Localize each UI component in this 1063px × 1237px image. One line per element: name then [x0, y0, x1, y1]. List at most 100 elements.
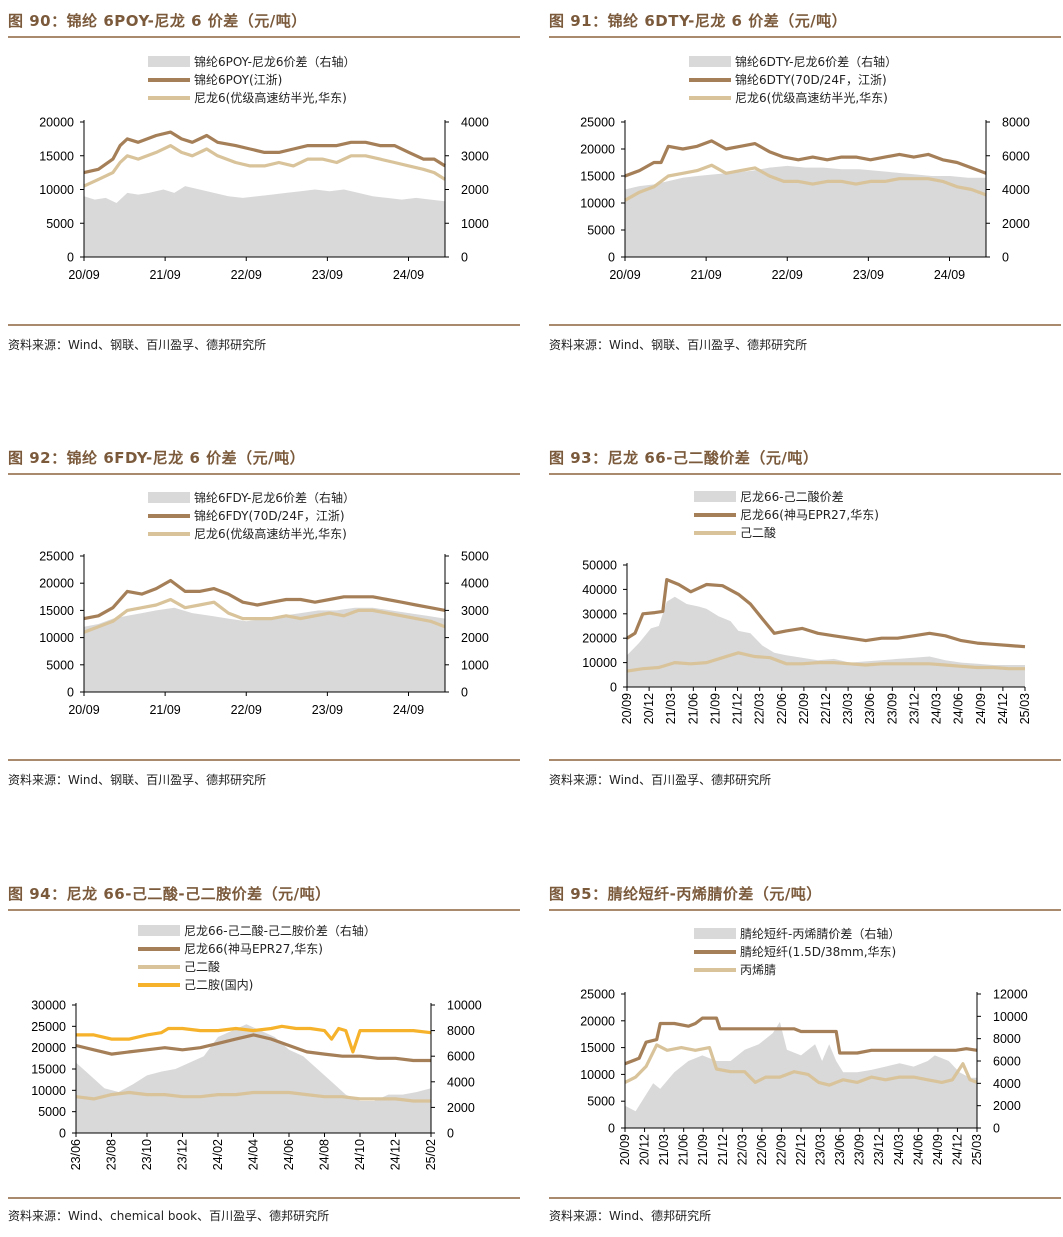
legend-label: 尼龙66(神马EPR27,华东) — [184, 942, 323, 956]
y-tick-label: 20000 — [582, 632, 617, 646]
x-tick-label: 24/12 — [950, 1134, 964, 1165]
y-tick-label: 0 — [67, 251, 74, 265]
legend-label: 尼龙66(神马EPR27,华东) — [740, 508, 879, 522]
y2-tick-label: 8000 — [993, 1032, 1021, 1046]
series-line — [624, 163, 987, 202]
x-tick-label: 23/12 — [907, 693, 921, 724]
legend-label: 尼龙6(优级高速纺半光,华东) — [194, 90, 347, 105]
series-line — [624, 139, 987, 178]
y-tick-label: 0 — [608, 1122, 615, 1136]
title-rule — [549, 473, 1061, 475]
legend-label: 锦纶6DTY(70D/24F，江浙) — [735, 73, 887, 87]
y-tick-label: 50000 — [582, 559, 617, 573]
x-tick-label: 22/09 — [231, 268, 262, 282]
y2-tick-label: 3000 — [461, 149, 489, 163]
y-tick-label: 0 — [608, 251, 615, 265]
y-tick-label: 30000 — [31, 999, 66, 1013]
series-area — [84, 186, 445, 257]
y2-tick-label: 6000 — [993, 1055, 1021, 1069]
bottom-rule — [8, 1197, 520, 1199]
x-tick-label: 24/08 — [318, 1139, 332, 1170]
legend-swatch — [689, 56, 731, 67]
x-tick-label: 23/06 — [69, 1139, 83, 1170]
y2-tick-label: 2000 — [1002, 217, 1030, 231]
series-area — [84, 607, 445, 692]
legend-label: 锦纶6POY-尼龙6价差（右轴） — [194, 54, 356, 69]
series-area — [76, 1024, 431, 1133]
x-tick-label: 25/03 — [970, 1134, 984, 1165]
y2-tick-label: 0 — [461, 251, 468, 265]
legend-label: 尼龙6(优级高速纺半光,华东) — [735, 90, 888, 105]
x-tick-label: 23/06 — [833, 1134, 847, 1165]
y-tick-label: 30000 — [582, 607, 617, 621]
series-line — [83, 597, 446, 634]
y-tick-label: 15000 — [580, 170, 615, 184]
legend-label: 丙烯腈 — [740, 963, 776, 977]
y2-tick-label: 2000 — [447, 1101, 475, 1115]
y-tick-label: 20000 — [31, 1041, 66, 1055]
legend-label: 己二胺(国内) — [184, 978, 253, 992]
x-tick-label: 23/09 — [885, 693, 899, 724]
x-tick-label: 20/09 — [618, 1134, 632, 1165]
x-tick-label: 21/09 — [690, 268, 721, 282]
y2-tick-label: 0 — [1002, 251, 1009, 265]
chart-svg: 锦纶6DTY-尼龙6价差（右轴） 锦纶6DTY(70D/24F，江浙) 尼龙6(优级… — [580, 54, 1030, 282]
x-tick-label: 24/12 — [996, 693, 1010, 724]
bottom-rule — [8, 759, 520, 761]
title-rule — [549, 36, 1061, 38]
panel-fig95: 图 95：腈纶短纤-丙烯腈价差（元/吨） 腈纶短纤-丙烯腈价差（右轴） 腈纶短纤(… — [549, 883, 1061, 1223]
series-line — [624, 1043, 978, 1087]
series-area — [625, 1021, 977, 1128]
x-tick-label: 21/12 — [731, 693, 745, 724]
source-note: 资料来源：Wind、德邦研究所 — [549, 1209, 712, 1223]
y2-tick-label: 0 — [461, 686, 468, 700]
x-tick-label: 22/09 — [772, 268, 803, 282]
y-tick-label: 25000 — [31, 1020, 66, 1034]
y2-tick-label: 4000 — [461, 577, 489, 591]
source-note: 资料来源：Wind、chemical book、百川盈孚、德邦研究所 — [8, 1209, 330, 1223]
y-tick-label: 10000 — [580, 197, 615, 211]
chart-svg: 尼龙66-己二酸-己二胺价差（右轴） 尼龙66(神马EPR27,华东) 己二酸己二胺… — [31, 923, 482, 1170]
y2-tick-label: 8000 — [1002, 116, 1030, 130]
x-tick-label: 22/12 — [794, 1134, 808, 1165]
y-tick-label: 15000 — [39, 604, 74, 618]
source-note: 资料来源：Wind、钢联、百川盈孚、德邦研究所 — [549, 338, 808, 352]
series-line — [75, 1090, 431, 1103]
x-tick-label: 22/12 — [819, 693, 833, 724]
y2-tick-label: 8000 — [447, 1024, 475, 1038]
x-tick-label: 24/06 — [282, 1139, 296, 1170]
source-note: 资料来源：Wind、钢联、百川盈孚、德邦研究所 — [8, 338, 267, 352]
x-tick-label: 24/09 — [931, 1134, 945, 1165]
y2-tick-label: 2000 — [993, 1099, 1021, 1113]
x-tick-label: 24/12 — [389, 1139, 403, 1170]
x-tick-label: 21/09 — [149, 268, 180, 282]
y-tick-label: 10000 — [39, 631, 74, 645]
x-tick-label: 22/09 — [231, 703, 262, 717]
y2-tick-label: 10000 — [447, 999, 482, 1013]
legend-label: 尼龙66-己二酸价差 — [740, 489, 844, 504]
y2-tick-label: 4000 — [447, 1075, 475, 1089]
x-tick-label: 23/10 — [140, 1139, 154, 1170]
legend-label: 腈纶短纤(1.5D/38mm,华东) — [740, 945, 896, 959]
bottom-rule — [549, 324, 1061, 326]
legend-label: 锦纶6POY(江浙) — [194, 73, 282, 87]
x-tick-label: 23/03 — [841, 693, 855, 724]
legend-label: 尼龙6(优级高速纺半光,华东) — [194, 526, 347, 541]
panel-fig94: 图 94：尼龙 66-己二酸-己二胺价差（元/吨） 尼龙66-己二酸-己二胺价差… — [8, 883, 520, 1223]
y-tick-label: 10000 — [580, 1068, 615, 1082]
y-tick-label: 25000 — [580, 116, 615, 130]
x-tick-label: 21/09 — [708, 693, 722, 724]
x-tick-label: 20/12 — [642, 693, 656, 724]
y2-tick-label: 5000 — [461, 550, 489, 564]
legend-swatch — [694, 928, 736, 939]
chart-svg: 腈纶短纤-丙烯腈价差（右轴） 腈纶短纤(1.5D/38mm,华东) 丙烯腈 0 5000… — [580, 926, 1028, 1165]
legend-swatch — [148, 56, 190, 67]
chart-svg: 锦纶6FDY-尼龙6价差（右轴） 锦纶6FDY(70D/24F，江浙) 尼龙6(优级… — [39, 490, 489, 717]
legend-label: 锦纶6FDY-尼龙6价差（右轴） — [194, 490, 355, 505]
title-rule — [8, 36, 520, 38]
legend-label: 己二酸 — [740, 525, 776, 540]
source-note: 资料来源：Wind、钢联、百川盈孚、德邦研究所 — [8, 773, 267, 787]
x-tick-label: 21/03 — [664, 693, 678, 724]
y-tick-label: 10000 — [31, 1084, 66, 1098]
y2-tick-label: 0 — [993, 1122, 1000, 1136]
